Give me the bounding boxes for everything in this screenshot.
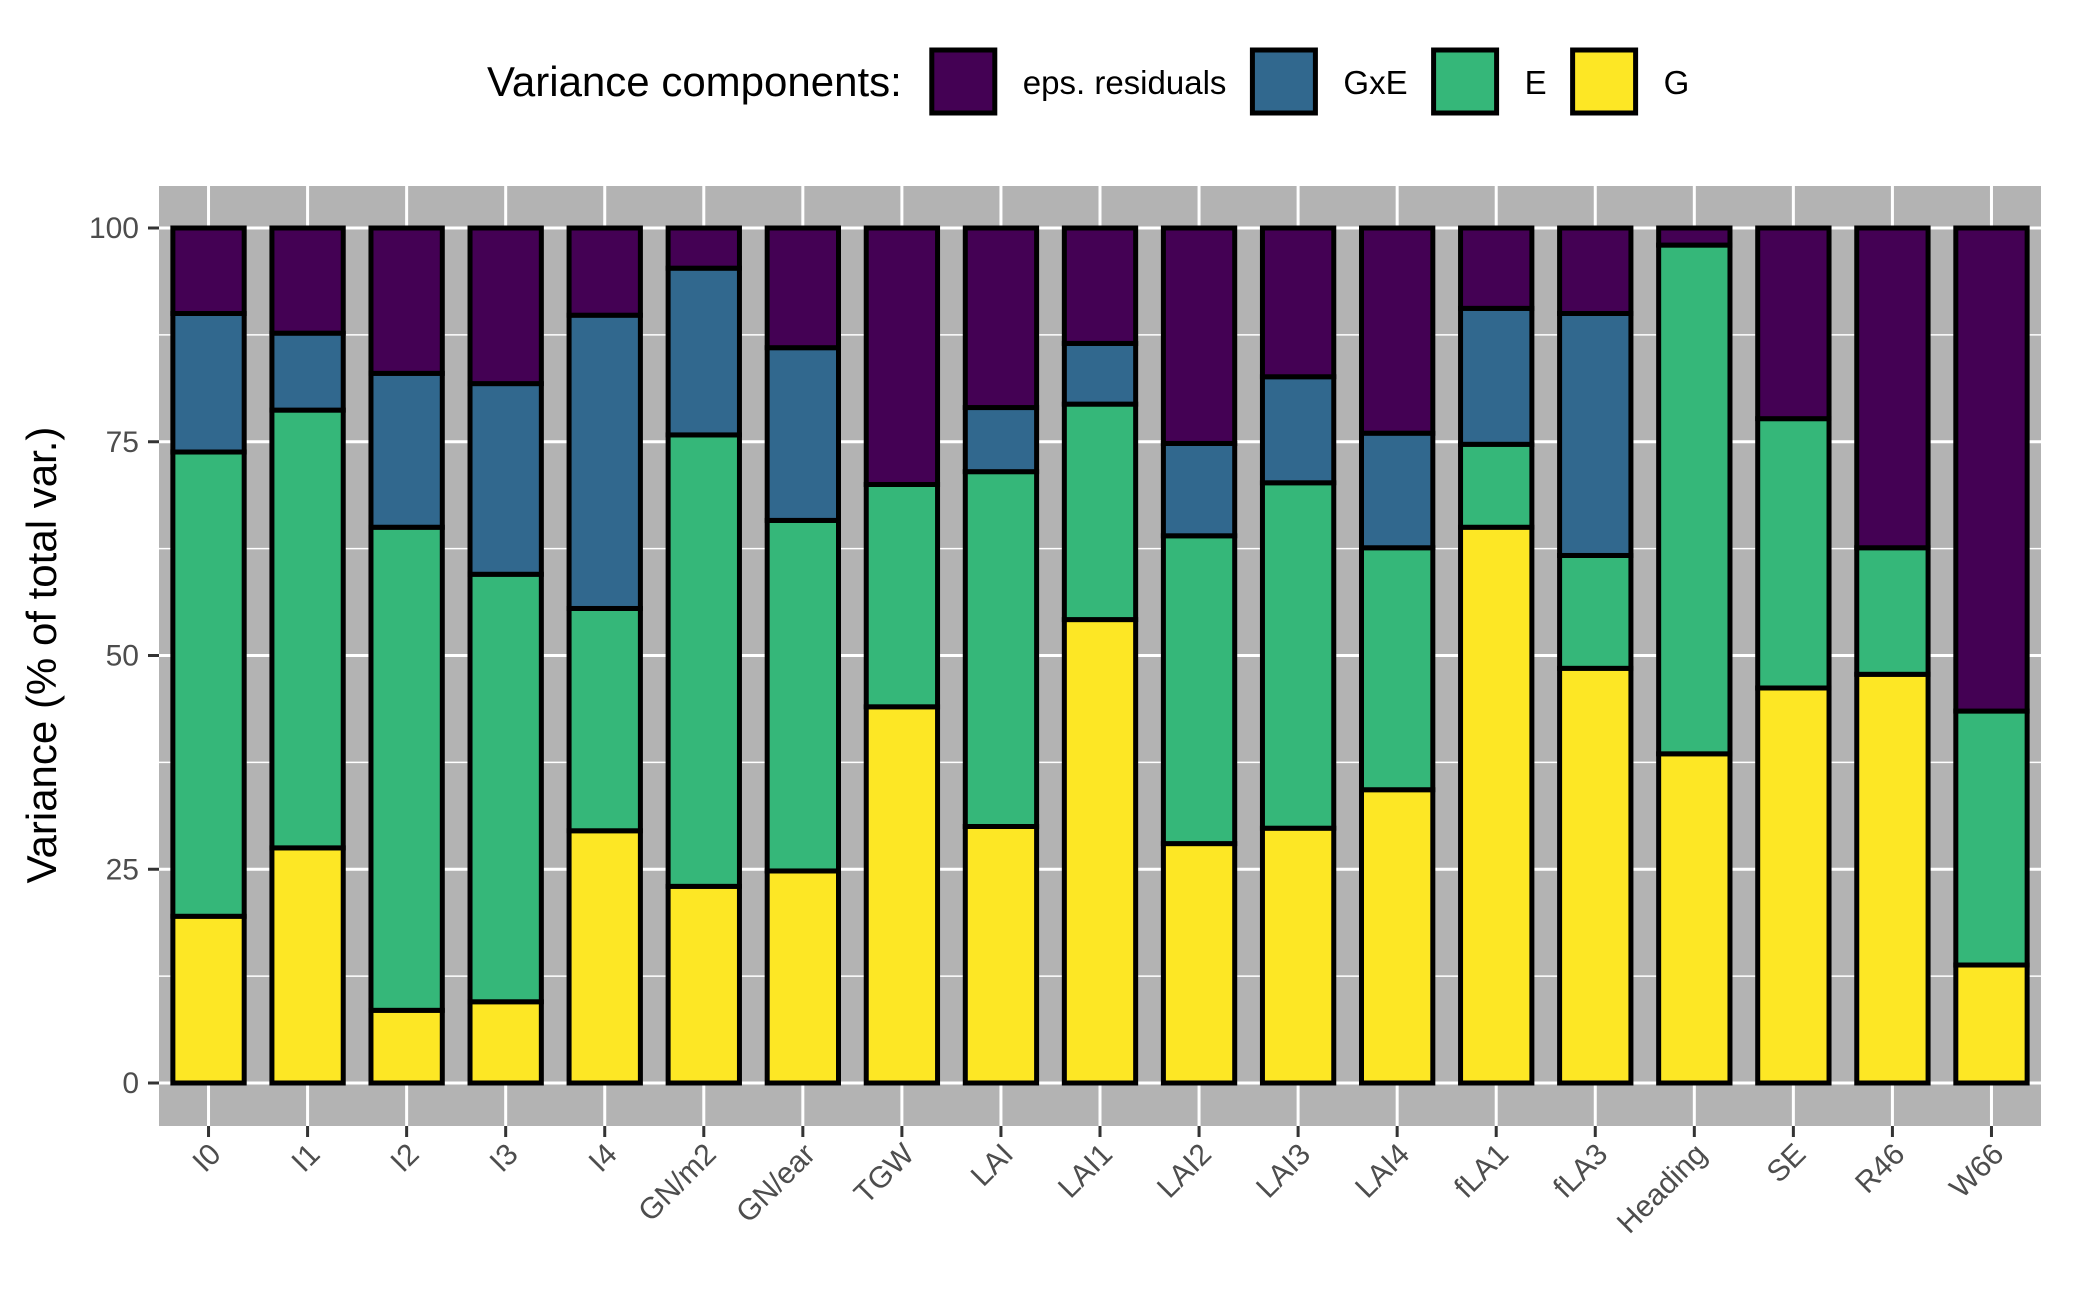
bar-segment-e [1953,708,2030,968]
legend-label: E [1525,64,1547,101]
bar-segment-gxe [1259,374,1337,486]
bar-segment-eps-residuals [1656,225,1733,248]
y-axis-title: Variance (% of total var.) [18,427,65,884]
legend-swatch [1431,47,1500,116]
bar-segment-gxe [566,312,643,611]
bar-segment-eps-residuals [1458,225,1535,311]
bar-segment-g [566,828,643,1086]
bar-segment-eps-residuals [1358,225,1436,436]
bar-segment-gxe [1160,440,1238,539]
bar-segment-g [269,845,346,1086]
bar-segment-e [566,605,643,834]
bar-segment-e [1160,533,1238,847]
bar-segment-g [764,868,842,1086]
bar-segment-e [467,571,544,1005]
bar-segment-eps-residuals [368,225,445,376]
bar-segment-e [764,517,842,874]
bar-segment-e [269,407,346,851]
bar-segment-e [1854,545,1931,677]
bar-segment-e [1259,480,1337,831]
bar-segment-gxe [467,381,544,577]
bar-segment-eps-residuals [1854,225,1931,551]
bar-segment-gxe [1557,311,1634,558]
bar-segment-eps-residuals [170,225,247,316]
bar-segment-gxe [764,345,842,523]
bar-segment-g [1160,841,1238,1086]
bar-segment-g [368,1007,445,1086]
bar-segment-eps-residuals [1160,225,1238,446]
bar-segment-gxe [962,405,1040,475]
bar-segment-g [1656,751,1733,1086]
bar-segment-e [1557,552,1634,671]
bar-segment-eps-residuals [1557,225,1634,316]
bar-segment-eps-residuals [1755,225,1832,422]
bar-segment-e [170,449,247,919]
y-tick-label: 75 [106,426,139,459]
bar-segment-g [962,824,1040,1086]
bar-segment-g [1259,825,1337,1086]
legend-title: Variance components: [487,58,902,105]
y-axis: 0 25 50 75 100 [89,212,159,1100]
bar-segment-g [1557,665,1634,1086]
bar-segment-e [1358,545,1436,793]
legend-swatch [929,47,998,116]
bars [170,225,2030,1086]
bar-segment-g [1061,617,1139,1086]
bar-segment-gxe [368,370,445,530]
bar-segment-e [665,432,742,889]
bar-segment-eps-residuals [467,225,544,387]
bar-segment-g [170,913,247,1086]
bar-segment-eps-residuals [764,225,842,351]
bar-segment-eps-residuals [1953,225,2030,714]
bar-segment-e [1755,416,1832,691]
bar-segment-e [368,524,445,1013]
bar-segment-gxe [665,265,742,438]
bar-segment-eps-residuals [962,225,1040,411]
bar-segment-eps-residuals [1061,225,1139,346]
bar-segment-g [863,704,941,1086]
bar-segment-gxe [1458,305,1535,447]
legend-label: GxE [1343,64,1407,101]
y-tick-label: 50 [106,640,139,673]
bar-segment-g [1458,524,1535,1086]
y-tick-label: 25 [106,853,139,886]
bar-segment-g [1953,962,2030,1086]
bar-segment-e [1458,441,1535,530]
bar-segment-e [863,482,941,710]
bar-segment-eps-residuals [1259,225,1337,380]
bar-segment-g [1854,671,1931,1086]
bar-segment-gxe [170,311,247,455]
bar-segment-eps-residuals [566,225,643,318]
bar-segment-g [467,999,544,1086]
legend-label: eps. residuals [1023,64,1227,101]
bar-segment-e [1656,242,1733,757]
bar-segment-e [1061,401,1139,623]
legend-swatch [1570,47,1639,116]
bar-segment-gxe [1358,430,1436,551]
bar-segment-g [1755,685,1832,1086]
bar-segment-eps-residuals [269,225,346,336]
bar-segment-g [1358,787,1436,1086]
legend-swatch [1249,47,1318,116]
y-tick-label: 100 [89,212,139,245]
bar-segment-e [962,469,1040,829]
legend-label: G [1664,64,1690,101]
bar-segment-gxe [269,330,346,413]
y-tick-label: 0 [122,1067,139,1100]
bar-segment-eps-residuals [863,225,941,487]
bar-segment-eps-residuals [665,225,742,271]
bar-segment-gxe [1061,340,1139,407]
bar-segment-g [665,883,742,1086]
legend: Variance components: eps. residuals GxE E G [487,47,1690,116]
